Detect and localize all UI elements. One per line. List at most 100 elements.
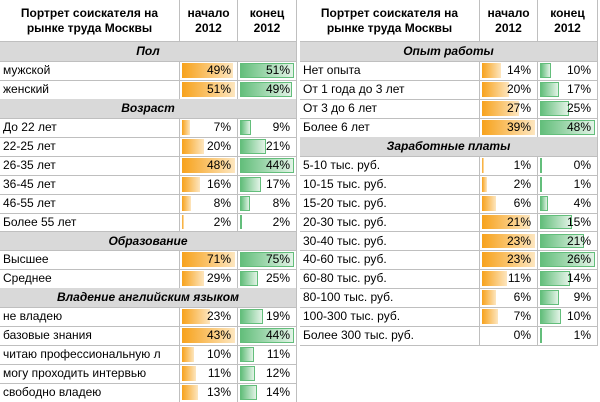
data-bar: [540, 176, 543, 192]
value-cell: 0%: [538, 155, 598, 176]
value-text: 10%: [566, 309, 591, 324]
value-cell: 14%: [538, 269, 598, 290]
row-label: 5-10 тыс. руб.: [300, 155, 480, 176]
data-bar: [482, 271, 508, 287]
data-bar: [182, 252, 235, 268]
value-cell: 26%: [538, 250, 598, 271]
data-bar: [482, 252, 535, 268]
value-text: 9%: [272, 119, 290, 134]
data-bar: [540, 100, 569, 116]
value-text: 15%: [566, 214, 591, 229]
value-text: 21%: [566, 233, 591, 248]
value-cell: 44%: [238, 155, 297, 176]
value-text: 1%: [573, 176, 591, 191]
value-text: 44%: [265, 328, 290, 343]
data-bar: [240, 309, 264, 325]
value-cell: 10%: [180, 345, 238, 366]
value-text: 44%: [265, 157, 290, 172]
value-text: 25%: [265, 271, 290, 286]
data-bar: [540, 157, 542, 173]
data-bar: [540, 309, 562, 325]
data-bar: [540, 271, 570, 287]
value-cell: 20%: [180, 136, 238, 157]
data-bar: [182, 366, 196, 382]
value-text: 21%: [506, 214, 531, 229]
row-label: свободно владею: [0, 383, 180, 402]
data-bar: [240, 119, 252, 135]
value-cell: 43%: [180, 326, 238, 347]
data-bar: [540, 252, 595, 268]
data-bar: [482, 214, 531, 230]
value-text: 7%: [213, 119, 231, 134]
row-label: 15-20 тыс. руб.: [300, 193, 480, 214]
data-bar: [482, 233, 535, 249]
header-end: конец 2012: [538, 0, 598, 42]
value-text: 14%: [265, 385, 290, 400]
data-bar: [482, 309, 499, 325]
data-bar: [182, 119, 190, 135]
row-label: Нет опыта: [300, 60, 480, 81]
data-bar: [182, 62, 233, 78]
row-label: не владею: [0, 307, 180, 328]
value-text: 19%: [265, 309, 290, 324]
value-cell: 10%: [538, 60, 598, 81]
data-bar: [482, 157, 485, 173]
data-bar: [182, 195, 191, 211]
row-label: 60-80 тыс. руб.: [300, 269, 480, 290]
row-label: Высшее: [0, 250, 180, 271]
value-text: 21%: [265, 138, 290, 153]
value-text: 2%: [272, 214, 290, 229]
value-cell: 49%: [180, 60, 238, 81]
value-cell: 8%: [238, 193, 297, 214]
row-label: 36-45 лет: [0, 174, 180, 195]
value-text: 71%: [206, 252, 231, 267]
value-text: 48%: [206, 157, 231, 172]
section-title: Пол: [0, 42, 297, 62]
value-text: 26%: [566, 252, 591, 267]
value-cell: 75%: [238, 250, 297, 271]
row-label: 100-300 тыс. руб.: [300, 307, 480, 328]
value-cell: 27%: [480, 98, 538, 119]
row-label: базовые знания: [0, 326, 180, 347]
value-cell: 6%: [480, 193, 538, 214]
value-cell: 23%: [480, 231, 538, 252]
row-label: От 3 до 6 лет: [300, 98, 480, 119]
value-cell: 25%: [538, 98, 598, 119]
row-label: мужской: [0, 60, 180, 81]
data-bar: [540, 214, 572, 230]
data-bar: [240, 62, 294, 78]
data-bar: [240, 195, 250, 211]
row-label: женский: [0, 79, 180, 100]
value-text: 2%: [213, 214, 231, 229]
data-bar: [240, 271, 258, 287]
row-label: 22-25 лет: [0, 136, 180, 157]
value-cell: 11%: [238, 345, 297, 366]
data-bar: [540, 328, 543, 344]
header-start: начало 2012: [480, 0, 538, 42]
value-cell: 12%: [238, 364, 297, 385]
value-text: 2%: [513, 176, 531, 191]
value-text: 7%: [513, 309, 531, 324]
value-cell: 2%: [480, 174, 538, 195]
value-text: 75%: [265, 252, 290, 267]
value-text: 43%: [206, 328, 231, 343]
value-text: 51%: [206, 81, 231, 96]
value-cell: 2%: [180, 212, 238, 233]
data-bar: [240, 176, 261, 192]
value-cell: 13%: [180, 383, 238, 402]
value-cell: 9%: [238, 117, 297, 138]
value-cell: 49%: [238, 79, 297, 100]
value-text: 17%: [265, 176, 290, 191]
value-cell: 39%: [480, 117, 538, 138]
value-cell: 1%: [538, 174, 598, 195]
value-text: 27%: [506, 100, 531, 115]
data-bar: [540, 62, 552, 78]
value-cell: 11%: [480, 269, 538, 290]
data-bar: [182, 81, 235, 97]
row-label: Более 55 лет: [0, 212, 180, 233]
data-bar: [540, 290, 560, 306]
value-text: 8%: [272, 195, 290, 210]
value-text: 23%: [506, 233, 531, 248]
value-text: 23%: [206, 309, 231, 324]
value-cell: 6%: [480, 288, 538, 309]
